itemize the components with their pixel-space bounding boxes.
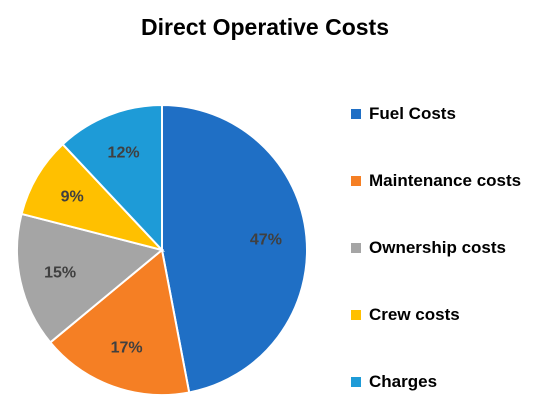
pie-slice-charges <box>61 103 163 253</box>
legend-label: Crew costs <box>369 305 460 324</box>
pie-data-labels: 47% 17% 15% 9% 12% <box>44 144 282 356</box>
legend-label: Maintenance costs <box>369 171 522 190</box>
legend-item-charges: Charges <box>351 370 437 394</box>
legend-item-ownership-costs: Ownership costs <box>351 236 506 260</box>
legend-swatch <box>351 310 361 320</box>
legend-label: Ownership costs <box>369 238 506 257</box>
legend-item-maintenance-costs: Maintenance costs <box>351 169 521 193</box>
pie-slices <box>16 103 308 396</box>
data-label-ownership-costs: 15% <box>44 264 76 281</box>
pie-slice-maintenance-costs <box>48 248 191 396</box>
data-label-crew-costs: 9% <box>61 188 84 205</box>
pie-slice-crew-costs <box>20 142 166 252</box>
legend-swatch <box>351 176 361 186</box>
legend-label: Charges <box>369 372 438 391</box>
data-label-maintenance-costs: 17% <box>111 340 143 357</box>
legend-swatch <box>351 377 361 387</box>
pie-slice-fuel-costs <box>161 103 308 394</box>
legend-label: Fuel Costs <box>369 104 456 123</box>
legend-swatch <box>351 109 361 119</box>
legend-swatch <box>351 243 361 253</box>
legend-item-crew-costs: Crew costs <box>351 303 460 327</box>
data-label-fuel-costs: 47% <box>250 232 282 249</box>
data-label-charges: 12% <box>108 144 140 161</box>
legend-item-fuel-costs: Fuel Costs <box>351 102 456 126</box>
chart-title: Direct Operative Costs <box>141 14 389 40</box>
pie-slice-ownership-costs <box>16 212 165 344</box>
